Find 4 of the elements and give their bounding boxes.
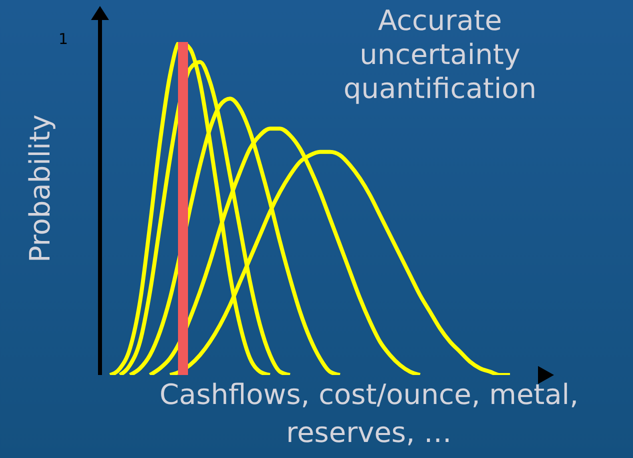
chart-title: Accurate uncertainty quantification bbox=[342, 4, 538, 106]
y-axis-title: Probability bbox=[24, 114, 56, 265]
text: 1 bbox=[57, 30, 68, 48]
x-axis-title: Cashflows, cost/ounce, metal, reserves, … bbox=[158, 377, 580, 451]
